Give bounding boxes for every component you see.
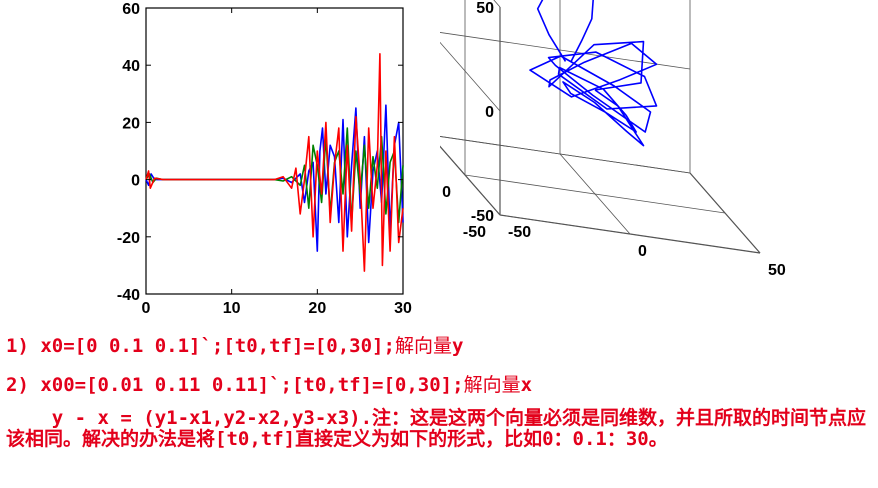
time-series-plot: -40 -20 0 20 40 60 0 10 20 30 xyxy=(117,1,412,317)
line-1-cn: 解向量 xyxy=(394,335,452,357)
para-code: y - x = (y1-x1,y2-x2,y3-x3). xyxy=(6,407,373,429)
y-tick-label: -40 xyxy=(117,287,140,304)
x-tick-label: 10 xyxy=(223,300,241,317)
y-tick-label: 20 xyxy=(122,115,140,132)
line-1-code: 1) x0=[0 0.1 0.1]`;[t0,tf]=[0,30]; xyxy=(6,335,395,357)
para-code-3: 0：0.1：30。 xyxy=(542,428,668,450)
y-tick-label: 40 xyxy=(122,58,140,75)
explanation-paragraph: y - x = (y1-x1,y2-x2,y3-x3).注：这是这两个向量必须是… xyxy=(6,408,872,450)
grid-line xyxy=(440,41,501,112)
y-axis-edge xyxy=(440,145,501,216)
x-tick-label: 0 xyxy=(142,300,151,317)
floor-edge xyxy=(689,172,761,254)
y-tick-label: 0 xyxy=(442,184,451,201)
grid-line xyxy=(464,174,726,214)
grid-line xyxy=(440,145,501,216)
x-tick-label: -50 xyxy=(508,224,531,241)
z-tick-label: -50 xyxy=(471,208,494,225)
line-2: 2) x00=[0.01 0.11 0.11]`;[t0,tf]=[0,30];… xyxy=(6,370,532,397)
z-tick-label: 50 xyxy=(476,0,494,17)
line-2-cn: 解向量 xyxy=(463,374,521,396)
y-tick-label: 60 xyxy=(122,1,140,18)
line-2-code: 2) x00=[0.01 0.11 0.11]`;[t0,tf]=[0,30]; xyxy=(6,374,464,396)
y-tick-label: 0 xyxy=(131,173,140,190)
x-tick-label: 20 xyxy=(308,300,326,317)
y-tick-label: -20 xyxy=(117,230,140,247)
line-1-var: y xyxy=(451,335,464,357)
line-1: 1) x0=[0 0.1 0.1]`;[t0,tf]=[0,30];解向量y xyxy=(6,331,463,358)
plot-frame xyxy=(145,7,404,295)
y-tick-label: -50 xyxy=(463,224,486,241)
x-axis-edge xyxy=(499,214,761,254)
grid-line xyxy=(440,145,501,216)
z-tick-label: 0 xyxy=(485,104,494,121)
trajectory-line-2 xyxy=(536,0,594,63)
x-tick-label: 50 xyxy=(768,262,786,279)
line-2-var: x xyxy=(520,374,533,396)
para-code-2: [t0,tf] xyxy=(215,428,296,450)
grid-line xyxy=(440,32,691,70)
x-tick-label: 30 xyxy=(394,300,412,317)
x-tick-label: 0 xyxy=(638,243,647,260)
series-line-3 xyxy=(145,52,404,272)
para-text-1: 注：这是这两个向量必须是同维数，并且所取的时间节点应该相同。解决的办法是将 xyxy=(6,407,867,450)
trajectory-line-1 xyxy=(529,40,658,147)
para-text-2: 直接定义为如下的形式，比如 xyxy=(295,428,543,450)
grid-line xyxy=(440,136,691,174)
